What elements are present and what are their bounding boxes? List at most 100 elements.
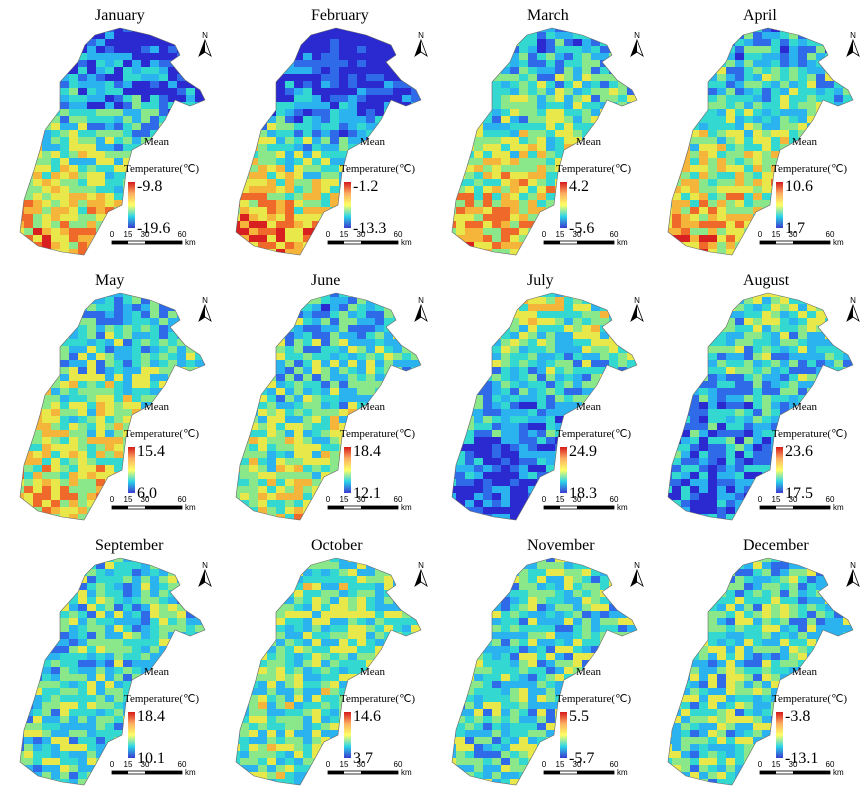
cell xyxy=(717,179,726,186)
cell xyxy=(366,123,375,130)
cell xyxy=(402,179,411,186)
cell xyxy=(708,130,717,137)
cell xyxy=(465,28,474,32)
cell xyxy=(843,221,852,228)
cell xyxy=(285,297,294,304)
cell xyxy=(762,172,771,179)
cell xyxy=(294,116,303,123)
cell xyxy=(240,346,249,353)
cell xyxy=(105,67,114,74)
cell xyxy=(357,137,366,144)
cell xyxy=(303,193,312,200)
cell xyxy=(573,200,582,207)
cell xyxy=(150,60,159,67)
cell xyxy=(411,81,420,88)
cell xyxy=(132,339,141,346)
cell xyxy=(150,465,159,472)
cell xyxy=(762,165,771,172)
cell xyxy=(636,388,637,395)
cell xyxy=(375,207,384,214)
cell xyxy=(258,507,267,514)
cell xyxy=(51,109,60,116)
cell xyxy=(249,360,258,367)
cell xyxy=(452,339,456,346)
cell xyxy=(636,102,637,109)
cell xyxy=(528,388,537,395)
cell xyxy=(452,395,456,402)
cell xyxy=(60,304,69,311)
cell xyxy=(87,137,96,144)
cell xyxy=(771,95,780,102)
cell xyxy=(672,158,681,165)
cell xyxy=(807,39,816,46)
cell xyxy=(834,67,843,74)
cell xyxy=(312,409,321,416)
cell xyxy=(753,179,762,186)
cell xyxy=(87,123,96,130)
cell xyxy=(186,416,195,423)
legend-line2: Temperature(℃) xyxy=(340,163,415,175)
cell xyxy=(375,32,384,39)
cell xyxy=(573,109,582,116)
cell xyxy=(627,39,636,46)
cell xyxy=(582,39,591,46)
cell xyxy=(330,402,339,409)
cell xyxy=(537,81,546,88)
legend-min: 12.1 xyxy=(353,485,381,502)
cell xyxy=(20,186,24,193)
cell xyxy=(114,67,123,74)
cell xyxy=(609,109,618,116)
cell xyxy=(285,416,294,423)
cell xyxy=(668,95,672,102)
cell xyxy=(510,353,519,360)
cell xyxy=(483,67,492,74)
cell xyxy=(20,116,24,123)
cell xyxy=(384,339,393,346)
cell xyxy=(483,374,492,381)
cell xyxy=(681,67,690,74)
cell xyxy=(699,151,708,158)
cell xyxy=(60,165,69,172)
cell xyxy=(20,60,24,67)
cell xyxy=(204,479,205,486)
cell xyxy=(627,339,636,346)
cell xyxy=(96,402,105,409)
cell xyxy=(285,158,294,165)
cell xyxy=(375,116,384,123)
north-label: N xyxy=(418,296,424,305)
cell xyxy=(573,116,582,123)
cell xyxy=(681,102,690,109)
cell xyxy=(474,172,483,179)
cell xyxy=(204,228,205,235)
cell xyxy=(33,444,42,451)
cell xyxy=(339,381,348,388)
cell xyxy=(87,116,96,123)
cell xyxy=(114,81,123,88)
cell xyxy=(132,388,141,395)
panel-title: June xyxy=(311,272,340,289)
cell xyxy=(276,293,285,297)
cell xyxy=(852,158,853,165)
cell xyxy=(690,186,699,193)
cell xyxy=(276,53,285,60)
cell xyxy=(132,130,141,137)
cell xyxy=(249,451,258,458)
cell xyxy=(762,221,771,228)
cell xyxy=(789,207,798,214)
cell xyxy=(330,465,339,472)
cell xyxy=(294,500,303,507)
cell xyxy=(762,116,771,123)
cell xyxy=(348,388,357,395)
cell xyxy=(236,451,240,458)
cell xyxy=(717,116,726,123)
cell xyxy=(573,374,582,381)
cell xyxy=(339,395,348,402)
cell xyxy=(96,109,105,116)
cell xyxy=(186,458,195,465)
cell xyxy=(87,214,96,221)
cell xyxy=(276,367,285,374)
cell xyxy=(114,53,123,60)
cell xyxy=(33,437,42,444)
cell xyxy=(204,193,205,200)
cell xyxy=(753,81,762,88)
